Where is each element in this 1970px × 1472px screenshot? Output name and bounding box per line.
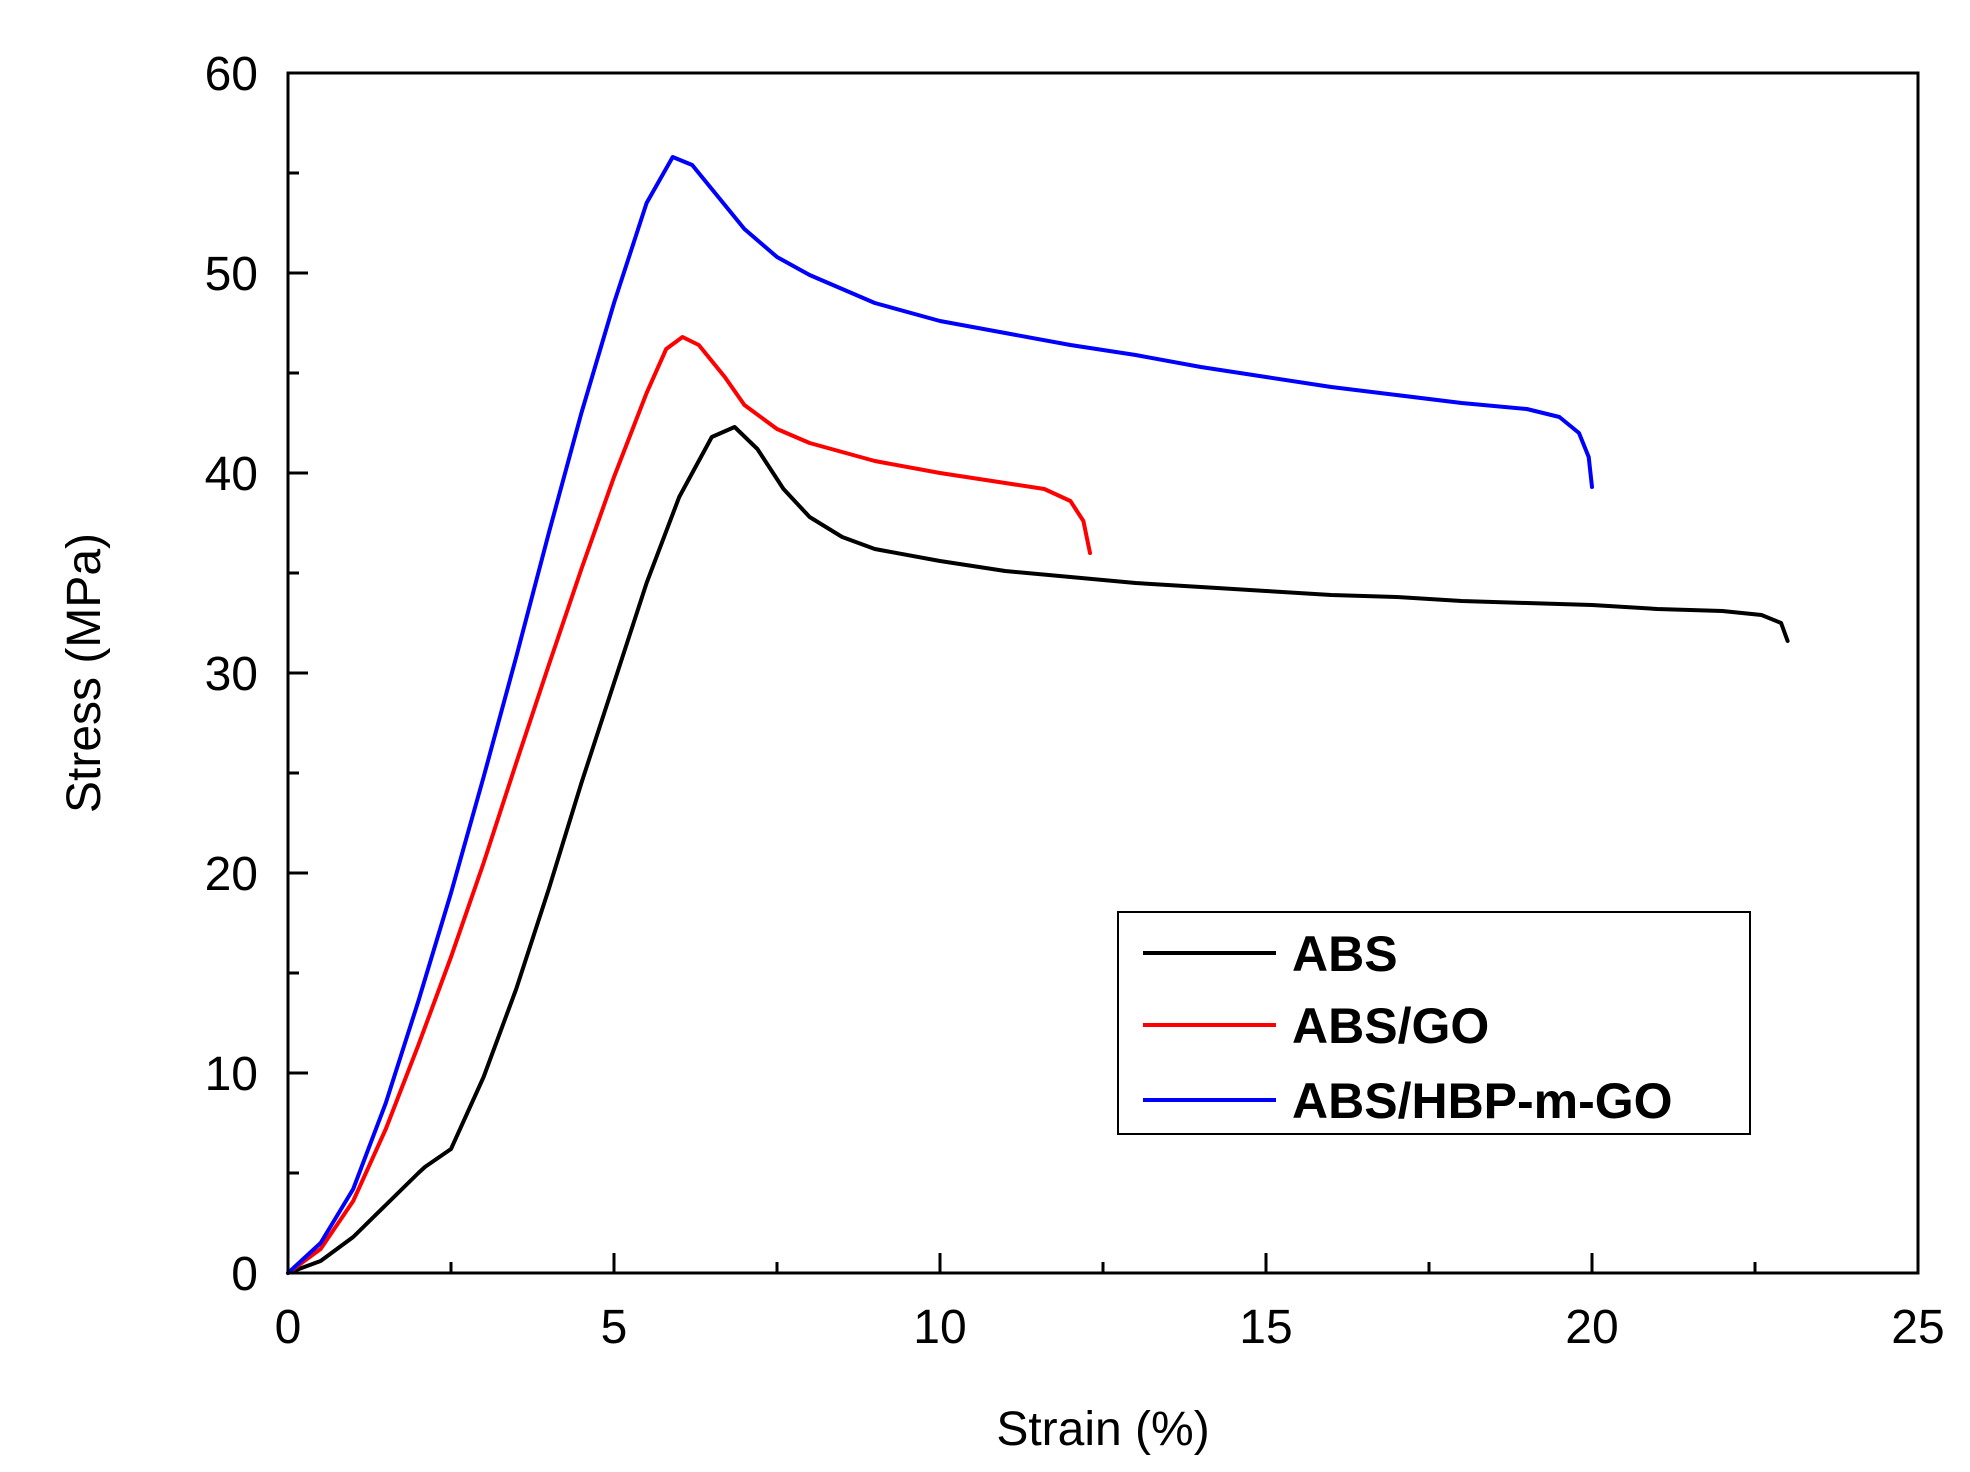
axis-tick-labels: 0 5 10 15 20 25 0 10 20 30 40 50 60 — [205, 48, 1945, 1354]
x-tick-label: 15 — [1239, 1301, 1292, 1354]
legend-label-abs-hbp-m-go: ABS/HBP-m-GO — [1292, 1073, 1673, 1129]
legend: ABS ABS/GO ABS/HBP-m-GO — [1117, 911, 1751, 1135]
x-axis-title: Strain (%) — [996, 1403, 1209, 1456]
series-line-abs-go — [286, 335, 1092, 1275]
y-tick-label: 20 — [205, 848, 258, 901]
y-tick-label: 10 — [205, 1048, 258, 1101]
curves-layer — [286, 155, 1790, 1275]
x-tick-label: 10 — [913, 1301, 966, 1354]
y-tick-label: 60 — [205, 48, 258, 101]
x-tick-label: 0 — [275, 1301, 302, 1354]
legend-label-abs-go: ABS/GO — [1292, 998, 1489, 1054]
y-tick-label: 30 — [205, 648, 258, 701]
y-tick-label: 50 — [205, 248, 258, 301]
y-tick-label: 0 — [231, 1248, 258, 1301]
series-line-abs — [286, 425, 1790, 1275]
legend-label-abs: ABS — [1292, 926, 1398, 982]
x-tick-label: 5 — [601, 1301, 628, 1354]
x-tick-label: 25 — [1891, 1301, 1944, 1354]
series-line-abs-hbp-m-go — [286, 155, 1594, 1275]
y-axis-title: Stress (MPa) — [58, 533, 111, 813]
y-tick-label: 40 — [205, 448, 258, 501]
axis-ticks — [286, 71, 1920, 1275]
x-tick-label: 20 — [1565, 1301, 1618, 1354]
